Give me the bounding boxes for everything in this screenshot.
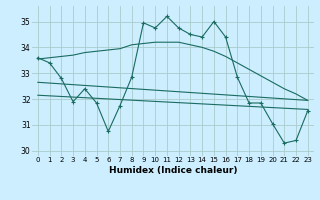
X-axis label: Humidex (Indice chaleur): Humidex (Indice chaleur): [108, 166, 237, 175]
